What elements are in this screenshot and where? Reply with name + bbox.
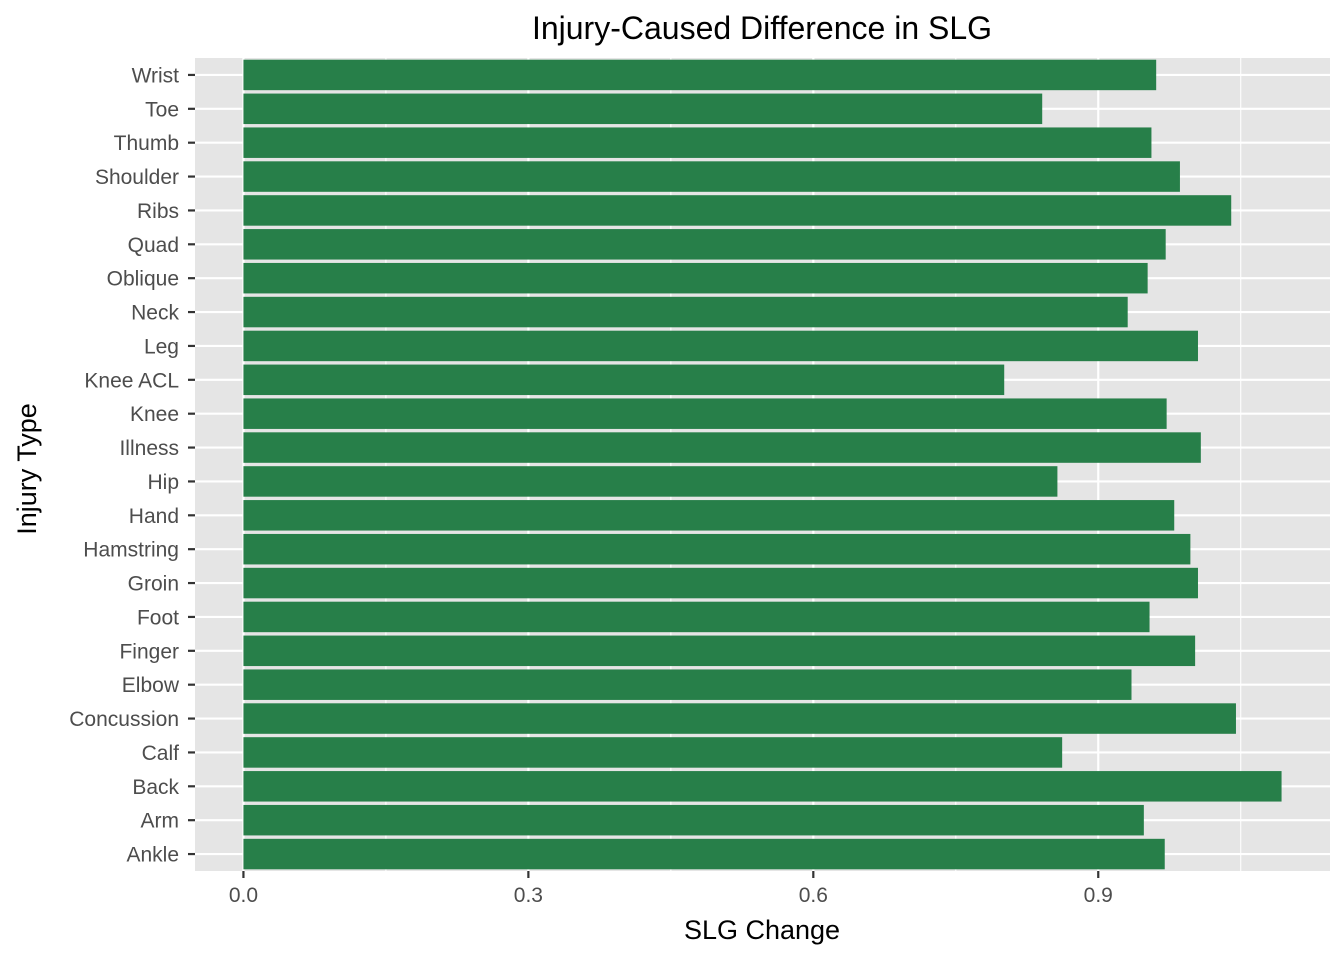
bar-knee (243, 398, 1167, 429)
bar-hamstring (243, 533, 1191, 565)
bar-groin (243, 567, 1198, 599)
y-tick-label: Ribs (137, 200, 179, 223)
y-tick-label: Finger (119, 640, 179, 663)
bar-finger (243, 635, 1196, 667)
x-tick-label: 0.0 (229, 884, 258, 907)
y-tick-label: Ankle (126, 844, 179, 867)
bar-back (243, 771, 1282, 802)
bar-arm (243, 804, 1144, 836)
y-axis-title: Injury Type (12, 403, 42, 535)
y-tick-label: Quad (128, 234, 179, 257)
bar-neck (243, 296, 1128, 328)
y-tick-label: Shoulder (95, 166, 179, 189)
bar-ribs (243, 195, 1232, 226)
bar-hip (243, 466, 1058, 497)
y-tick-label: Groin (128, 573, 179, 596)
y-tick-label: Hand (129, 505, 179, 528)
y-tick-label: Back (132, 776, 179, 799)
y-tick-label: Hip (147, 471, 179, 494)
y-tick-label: Knee (130, 403, 179, 426)
y-tick-label: Elbow (122, 674, 180, 697)
y-tick-label: Leg (144, 335, 179, 358)
bar-ankle (243, 838, 1165, 870)
y-tick-label: Knee ACL (84, 369, 179, 392)
bar-illness (243, 432, 1201, 463)
bar-leg (243, 330, 1198, 362)
y-axis: Ankle Arm Back Calf Concussion Elbow Finger Foo… (69, 64, 195, 867)
bar-calf (243, 737, 1063, 768)
bar-toe (243, 93, 1043, 125)
bar-knee-acl (243, 364, 1005, 396)
x-tick-label: 0.3 (514, 884, 543, 907)
bars (243, 59, 1282, 870)
y-tick-label: Concussion (69, 708, 179, 731)
bar-elbow (243, 669, 1132, 700)
y-tick-label: Calf (142, 742, 180, 765)
bar-wrist (243, 59, 1157, 91)
chart-title: Injury-Caused Difference in SLG (532, 10, 992, 46)
x-axis: 0.0 0.3 0.6 0.9 (229, 871, 1113, 907)
bar-concussion (243, 703, 1236, 734)
y-tick-label: Foot (137, 606, 179, 629)
bar-oblique (243, 262, 1148, 294)
x-axis-title: SLG Change (684, 915, 840, 945)
plot-panel (195, 58, 1330, 871)
y-tick-label: Thumb (114, 132, 179, 155)
bar-quad (243, 229, 1166, 260)
y-tick-label: Illness (119, 437, 179, 460)
y-tick-label: Arm (141, 810, 180, 833)
y-tick-label: Wrist (132, 64, 180, 87)
bar-hand (243, 500, 1175, 531)
y-tick-label: Hamstring (83, 539, 179, 562)
y-tick-label: Neck (131, 302, 179, 325)
x-tick-label: 0.9 (1084, 884, 1113, 907)
bar-foot (243, 601, 1150, 633)
minor-gridlines (385, 58, 1242, 871)
bar-thumb (243, 127, 1152, 158)
x-tick-label: 0.6 (799, 884, 828, 907)
y-tick-label: Oblique (107, 268, 179, 291)
y-tick-label: Toe (145, 98, 179, 121)
bar-shoulder (243, 161, 1180, 192)
